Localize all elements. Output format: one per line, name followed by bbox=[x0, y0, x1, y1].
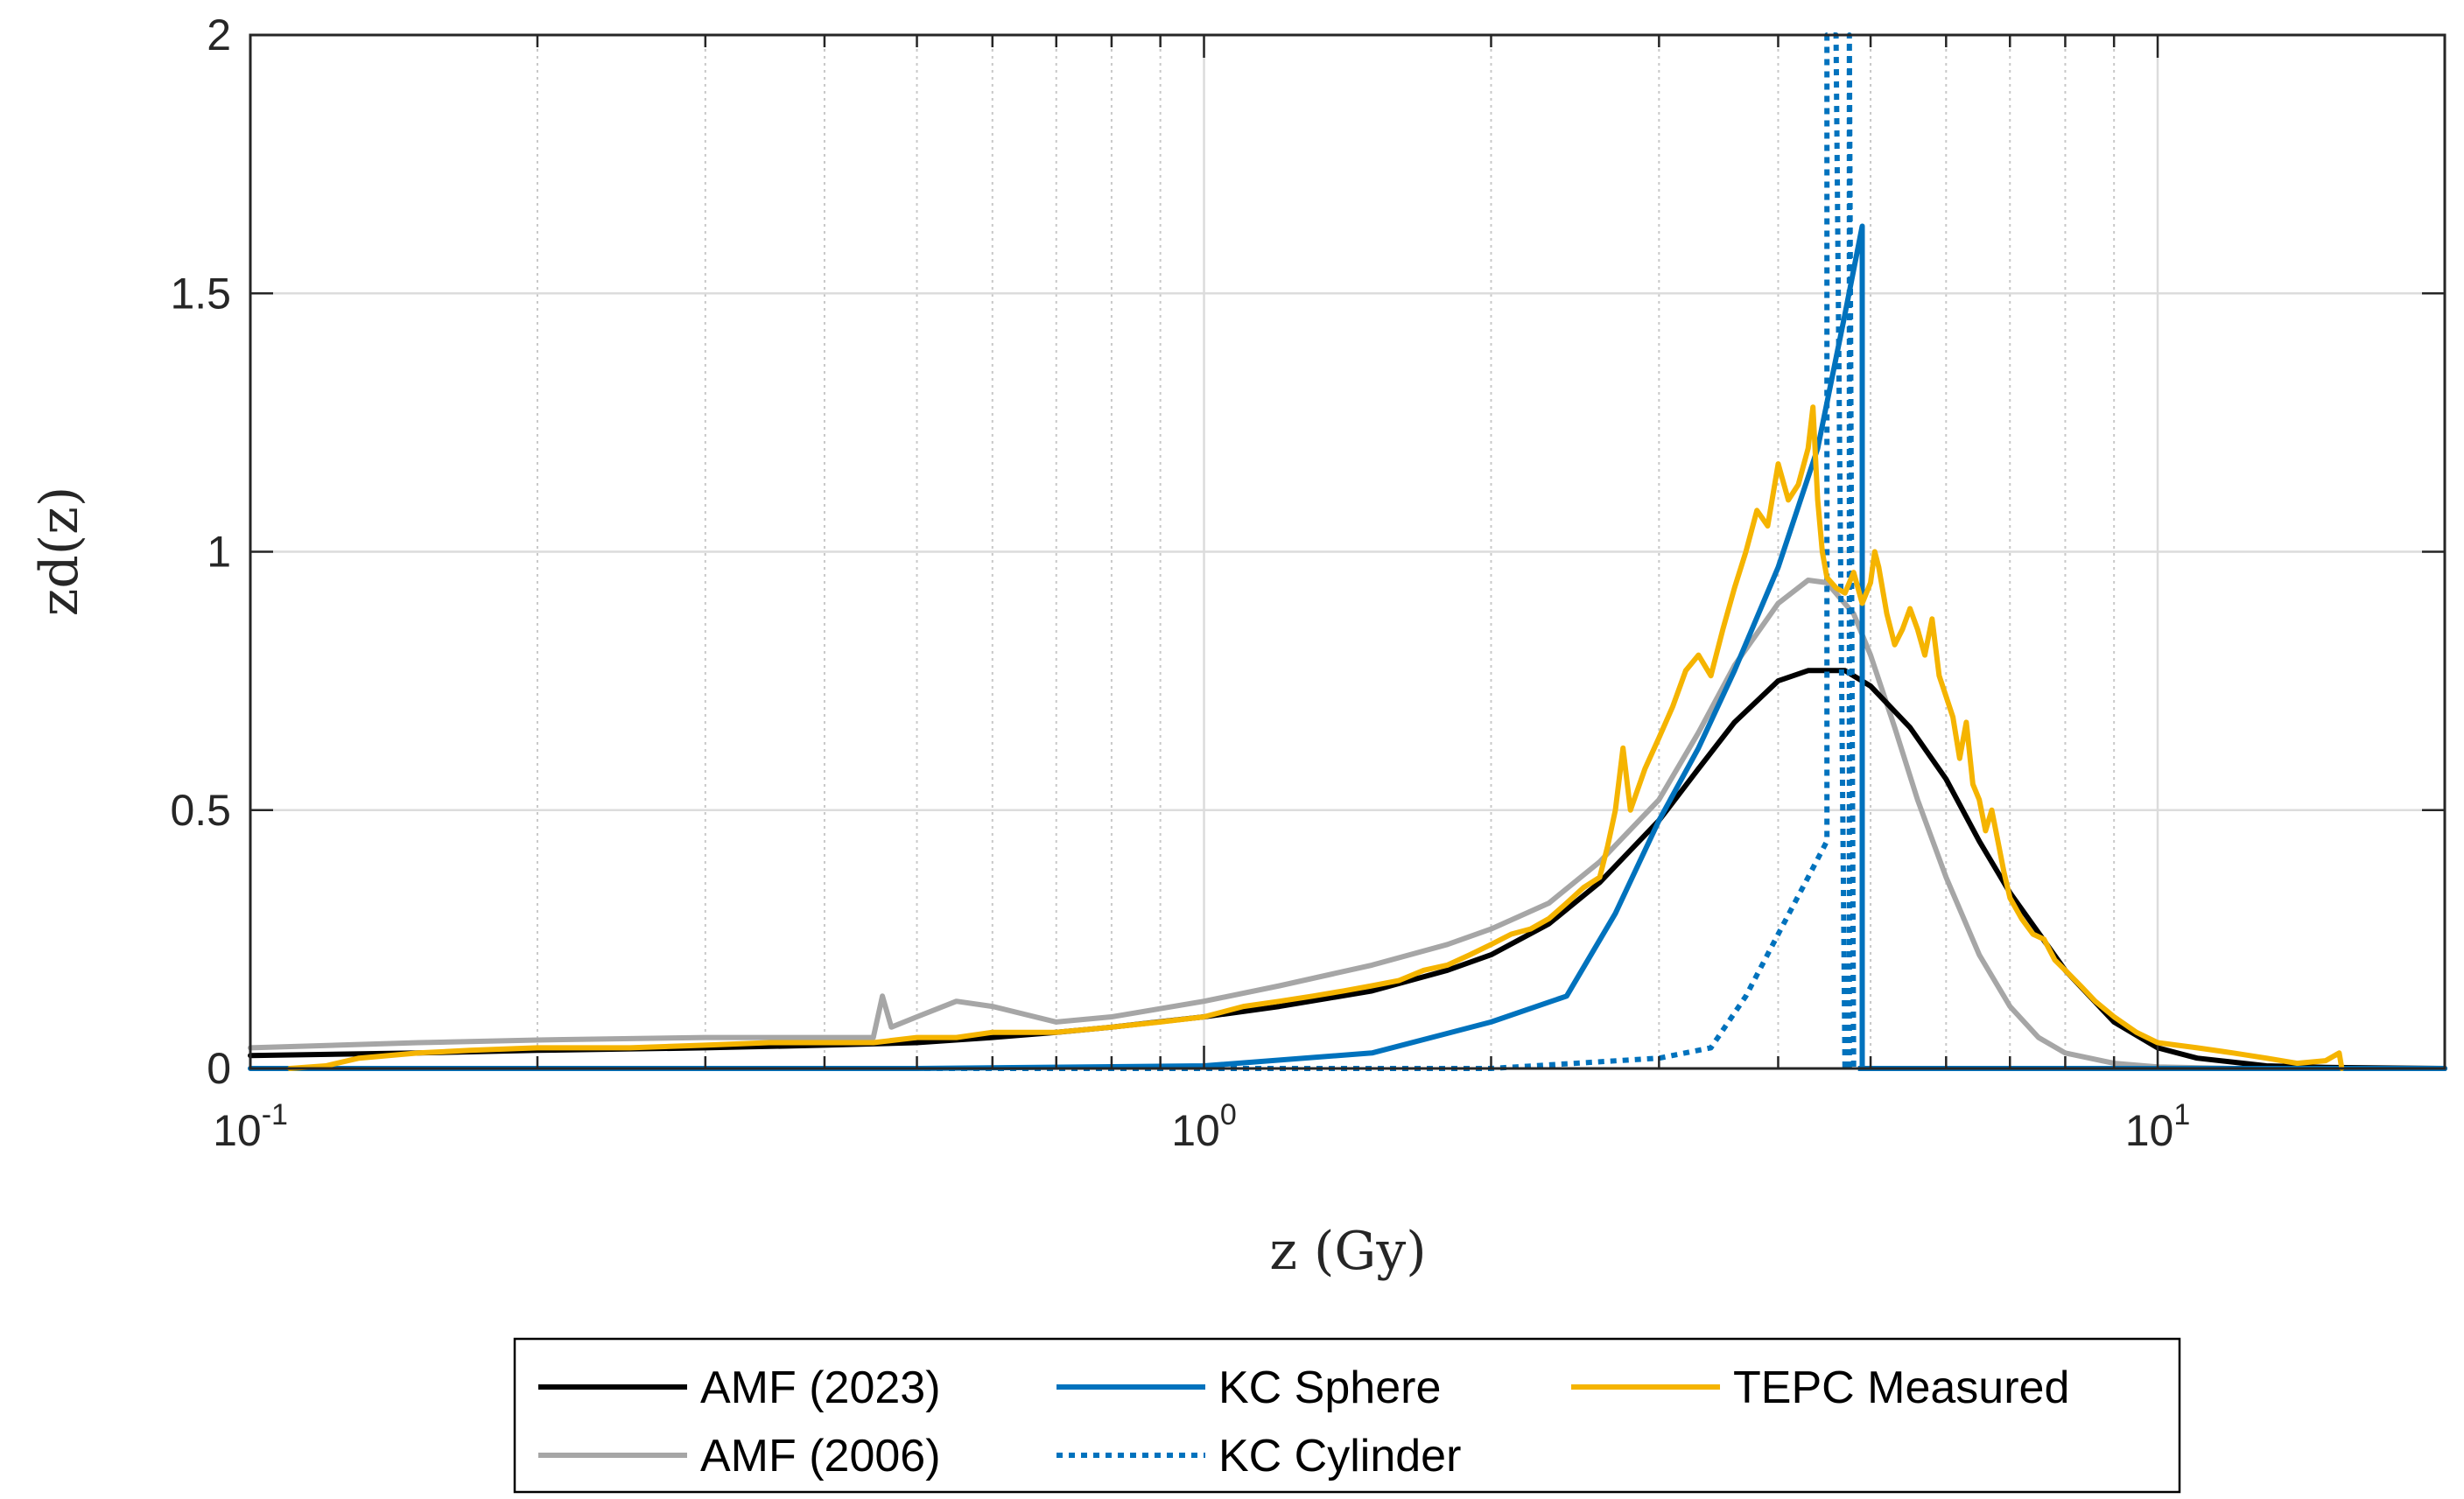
legend-label-kc-sphere: KC Sphere bbox=[1218, 1362, 1441, 1413]
y-axis-label: zd(z) bbox=[29, 487, 90, 616]
x-tick-label: 10-1 bbox=[213, 1098, 288, 1155]
x-tick-label: 100 bbox=[1171, 1098, 1237, 1155]
legend-label-amf-2023: AMF (2023) bbox=[700, 1362, 941, 1413]
series-line-amf-2006 bbox=[248, 578, 2447, 1071]
ticks bbox=[249, 33, 2445, 1070]
y-tick-label: 2 bbox=[207, 11, 231, 60]
y-tick-label: 1.5 bbox=[170, 269, 231, 318]
legend-box bbox=[513, 1337, 2181, 1494]
series-line-tepc-measured bbox=[287, 404, 2345, 1071]
y-tick-label: 1 bbox=[207, 528, 231, 577]
series-layer bbox=[248, 32, 2447, 1071]
x-axis-label: z (Gy) bbox=[1269, 1221, 1426, 1282]
series-line-kc-cylinder bbox=[250, 32, 2445, 1071]
y-tick-label: 0.5 bbox=[170, 786, 231, 835]
grid bbox=[250, 35, 2445, 1068]
series-line-kc-sphere bbox=[248, 223, 2447, 1071]
y-tick-label: 0 bbox=[207, 1044, 231, 1093]
legend-label-kc-cylinder: KC Cylinder bbox=[1218, 1431, 1461, 1481]
legend-label-amf-2006: AMF (2006) bbox=[700, 1431, 941, 1481]
x-tick-label: 101 bbox=[2125, 1098, 2191, 1155]
tick-labels: 10-1 100 101 0 0.5 1 1.5 2 bbox=[170, 11, 2190, 1155]
legend-label-tepc-measured: TEPC Measured bbox=[1733, 1362, 2069, 1413]
legend: AMF (2023) AMF (2006) KC Sphere KC Cylinder… bbox=[513, 1337, 2181, 1494]
